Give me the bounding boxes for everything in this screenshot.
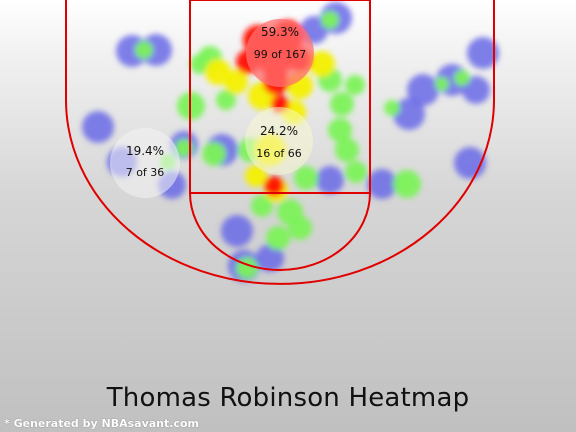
three-point-line bbox=[65, 0, 495, 285]
heat-blob-warm bbox=[175, 139, 193, 157]
zone-labels: 59.3% 99 of 167 24.2% 16 of 66 19.4% 7 of 36 bbox=[110, 19, 314, 198]
zone-left-mid-range: 19.4% 7 of 36 bbox=[110, 128, 180, 198]
heat-blob-warm bbox=[321, 11, 339, 29]
heat-blob-warm bbox=[345, 161, 367, 183]
zone-count-label: 7 of 36 bbox=[126, 166, 165, 179]
heat-blob-warm bbox=[393, 170, 421, 198]
free-throw-circle bbox=[189, 192, 371, 271]
zone-circle bbox=[110, 128, 180, 198]
zone-paint-non-ra: 24.2% 16 of 66 bbox=[245, 107, 313, 175]
court-lines bbox=[65, 0, 495, 285]
heat-blob-warm bbox=[202, 142, 226, 166]
credit-text: * Generated by NBAsavant.com bbox=[4, 417, 199, 430]
heat-blob-warm bbox=[330, 92, 354, 116]
zone-circle bbox=[246, 19, 314, 87]
chart-title: Thomas Robinson Heatmap bbox=[106, 383, 470, 413]
heat-blob-warm bbox=[454, 70, 470, 86]
heat-blob-warm bbox=[190, 54, 210, 74]
zone-restricted-area: 59.3% 99 of 167 bbox=[246, 19, 314, 87]
heat-blob-cold bbox=[221, 215, 253, 247]
heat-blob-warm bbox=[251, 195, 273, 217]
zone-count-label: 16 of 66 bbox=[256, 147, 302, 160]
heat-blob-hot bbox=[264, 176, 284, 196]
heat-blob-cold bbox=[467, 37, 499, 69]
heat-blob-cold bbox=[256, 244, 284, 272]
heat-blob-warm bbox=[135, 41, 153, 59]
zone-percent-label: 19.4% bbox=[126, 144, 164, 158]
heat-blob-warm bbox=[435, 77, 449, 91]
heat-blob-warm bbox=[328, 118, 352, 142]
heat-blob-cold bbox=[407, 74, 439, 106]
heat-blob-warm bbox=[335, 138, 359, 162]
zone-percent-label: 24.2% bbox=[260, 124, 298, 138]
heat-blob-warm bbox=[236, 257, 258, 279]
heat-blob-cold bbox=[367, 169, 397, 199]
paint-lane bbox=[189, 0, 371, 194]
heat-blob-mid bbox=[205, 59, 231, 85]
heat-blob-cold bbox=[393, 98, 425, 130]
heat-blob-cold bbox=[462, 76, 490, 104]
heat-blob-warm bbox=[384, 100, 400, 116]
heat-blob-warm bbox=[216, 90, 236, 110]
zone-circle bbox=[245, 107, 313, 175]
heat-blob-mid bbox=[309, 51, 335, 77]
heat-blob-warm bbox=[288, 216, 312, 240]
zone-percent-label: 59.3% bbox=[261, 25, 299, 39]
heat-blob-warm bbox=[294, 166, 318, 190]
heat-blob-cold bbox=[316, 166, 344, 194]
heat-blob-cold bbox=[82, 111, 114, 143]
heat-blob-mid bbox=[224, 70, 248, 94]
heat-blob-warm bbox=[266, 226, 290, 250]
zone-count-label: 99 of 167 bbox=[254, 48, 307, 61]
heat-blob-warm bbox=[345, 75, 365, 95]
heat-blob-mid bbox=[245, 165, 267, 187]
